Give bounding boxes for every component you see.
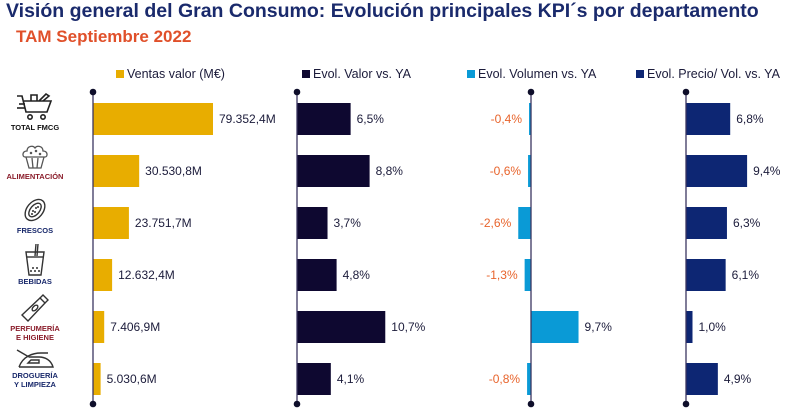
bar-evol-valor-3 bbox=[297, 207, 328, 239]
category-label: E HIGIENE bbox=[16, 333, 54, 342]
axis-dot-bottom-evol-valor bbox=[293, 400, 301, 408]
legend-swatch-evol-volumen bbox=[467, 70, 475, 78]
legend-label-evol-valor: Evol. Valor vs. YA bbox=[313, 67, 411, 81]
category-total-fmcg: TOTAL FMCG bbox=[0, 92, 70, 132]
legend-label-ventas: Ventas valor (M€) bbox=[127, 67, 225, 81]
category-alimentacion: ALIMENTACIÓN bbox=[0, 143, 70, 181]
category-label: ALIMENTACIÓN bbox=[6, 172, 64, 181]
data-label-evol-valor-3: 3,7% bbox=[334, 216, 362, 230]
data-label-ventas-1: 79.352,4M bbox=[219, 112, 276, 126]
axis-dot-top-evol-volumen bbox=[527, 88, 535, 96]
data-label-evol-precio-2: 9,4% bbox=[753, 164, 781, 178]
data-label-evol-volumen-3: -2,6% bbox=[480, 216, 512, 230]
bar-evol-precio-2 bbox=[686, 155, 748, 187]
data-label-evol-valor-1: 6,5% bbox=[357, 112, 385, 126]
axis-dot-top-evol-valor bbox=[293, 88, 301, 96]
bar-evol-volumen-2 bbox=[528, 155, 531, 187]
legend-swatch-evol-valor bbox=[302, 70, 310, 78]
axis-dot-bottom-ventas bbox=[89, 400, 97, 408]
iron-icon bbox=[16, 349, 54, 368]
data-label-ventas-3: 23.751,7M bbox=[135, 216, 192, 230]
bar-evol-precio-6 bbox=[686, 363, 718, 395]
bar-evol-volumen-6 bbox=[527, 363, 531, 395]
category-label: FRESCOS bbox=[16, 226, 54, 235]
category-bebidas: BEBIDAS bbox=[0, 244, 70, 286]
category-perfumeria-e-higiene: PERFUMERÍA E HIGIENE bbox=[0, 293, 70, 342]
category-label: DROGUERÍA bbox=[12, 371, 58, 380]
bar-evol-volumen-1 bbox=[529, 103, 531, 135]
chart-title: Visión general del Gran Consumo: Evoluci… bbox=[6, 0, 759, 22]
category-label: TOTAL FMCG bbox=[10, 123, 60, 132]
cupcake-icon bbox=[22, 145, 48, 169]
bar-evol-valor-6 bbox=[297, 363, 331, 395]
category-drogueria-y-limpieza: DROGUERÍA Y LIMPIEZA bbox=[0, 348, 70, 389]
data-label-evol-volumen-6: -0,8% bbox=[489, 372, 521, 386]
papaya-icon bbox=[24, 198, 46, 222]
axis-dot-bottom-evol-volumen bbox=[527, 400, 535, 408]
data-label-evol-valor-4: 4,8% bbox=[343, 268, 371, 282]
data-label-ventas-2: 30.530,8M bbox=[145, 164, 202, 178]
data-label-evol-volumen-4: -1,3% bbox=[486, 268, 518, 282]
bar-ventas-5 bbox=[93, 311, 105, 343]
category-label: BEBIDAS bbox=[18, 277, 52, 286]
data-label-ventas-4: 12.632,4M bbox=[118, 268, 175, 282]
data-label-ventas-5: 7.406,9M bbox=[110, 320, 160, 334]
data-label-evol-precio-1: 6,8% bbox=[736, 112, 764, 126]
bar-ventas-1 bbox=[93, 103, 213, 135]
bar-evol-precio-3 bbox=[686, 207, 727, 239]
bar-ventas-2 bbox=[93, 155, 140, 187]
data-label-evol-volumen-1: -0,4% bbox=[491, 112, 523, 126]
bar-evol-valor-2 bbox=[297, 155, 370, 187]
axis-dot-top-ventas bbox=[89, 88, 97, 96]
data-label-evol-precio-3: 6,3% bbox=[733, 216, 761, 230]
chart-subtitle: TAM Septiembre 2022 bbox=[16, 27, 192, 46]
category-frescos: FRESCOS bbox=[0, 195, 70, 235]
bar-ventas-6 bbox=[93, 363, 101, 395]
data-label-evol-volumen-5: 9,7% bbox=[585, 320, 613, 334]
bar-evol-precio-5 bbox=[686, 311, 693, 343]
data-label-evol-valor-2: 8,8% bbox=[376, 164, 404, 178]
data-label-evol-valor-6: 4,1% bbox=[337, 372, 365, 386]
category-label: Y LIMPIEZA bbox=[14, 380, 56, 389]
drink-cup-icon bbox=[25, 244, 45, 276]
legend-evol-volumen: Evol. Volumen vs. YA bbox=[467, 67, 596, 81]
data-label-evol-precio-6: 4,9% bbox=[724, 372, 752, 386]
bar-evol-volumen-4 bbox=[524, 259, 531, 291]
axis-dot-bottom-evol-precio bbox=[682, 400, 690, 408]
legend-label-evol-volumen: Evol. Volumen vs. YA bbox=[478, 67, 597, 81]
bar-evol-valor-1 bbox=[297, 103, 351, 135]
bar-evol-volumen-5 bbox=[531, 311, 579, 343]
data-label-evol-volumen-2: -0,6% bbox=[490, 164, 522, 178]
legend-swatch-evol-precio bbox=[636, 70, 644, 78]
bar-evol-valor-4 bbox=[297, 259, 337, 291]
axis-dot-top-evol-precio bbox=[682, 88, 690, 96]
data-label-evol-precio-5: 1,0% bbox=[699, 320, 727, 334]
data-label-ventas-6: 5.030,6M bbox=[107, 372, 157, 386]
data-label-evol-precio-4: 6,1% bbox=[732, 268, 760, 282]
legend-label-evol-precio: Evol. Precio/ Vol. vs. YA bbox=[647, 67, 780, 81]
shopping-cart-icon bbox=[17, 92, 53, 120]
bar-evol-precio-1 bbox=[686, 103, 731, 135]
bar-evol-valor-5 bbox=[297, 311, 386, 343]
bar-evol-precio-4 bbox=[686, 259, 726, 291]
legend-evol-precio: Evol. Precio/ Vol. vs. YA bbox=[636, 67, 780, 81]
legend-evol-valor: Evol. Valor vs. YA bbox=[302, 67, 411, 81]
bar-ventas-3 bbox=[93, 207, 129, 239]
data-label-evol-valor-5: 10,7% bbox=[391, 320, 425, 334]
legend-ventas: Ventas valor (M€) bbox=[116, 67, 225, 81]
legend-swatch-ventas bbox=[116, 70, 124, 78]
category-label: PERFUMERÍA bbox=[10, 324, 60, 333]
cream-tube-icon bbox=[20, 294, 49, 323]
bar-ventas-4 bbox=[93, 259, 113, 291]
bar-evol-volumen-3 bbox=[518, 207, 531, 239]
